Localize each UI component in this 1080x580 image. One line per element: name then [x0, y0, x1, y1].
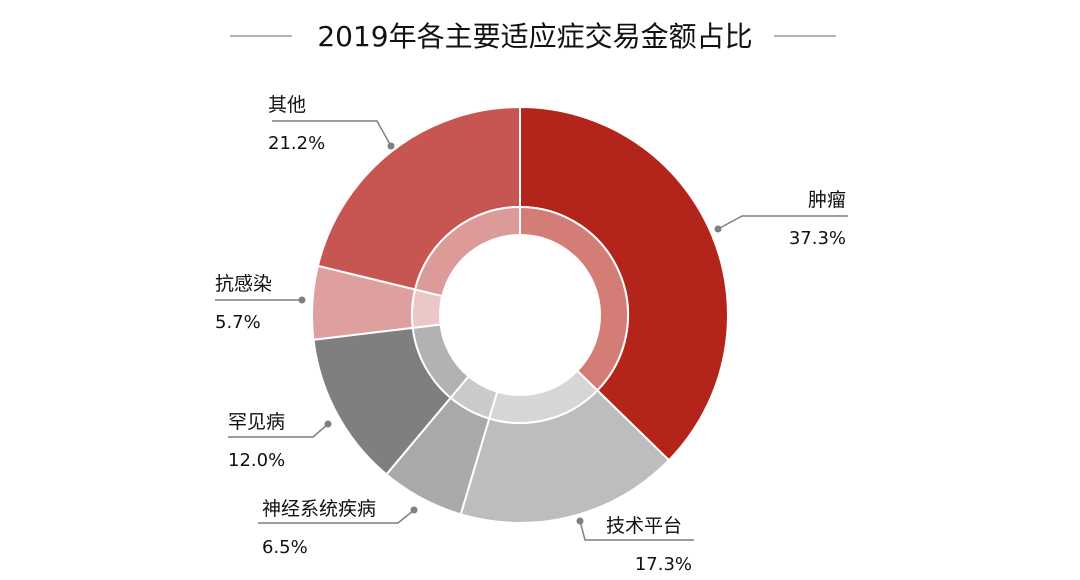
slices-group — [311, 105, 729, 524]
slice-2-value: 6.5% — [262, 537, 308, 558]
slice-1-label: 技术平台 — [606, 515, 682, 537]
chart-title: 2019年各主要适应症交易金额占比 — [317, 20, 752, 53]
slice-4-label: 抗感染 — [215, 273, 272, 295]
slice-5-label: 其他 — [268, 94, 306, 116]
slice-1-leader-line — [579, 520, 694, 541]
slice-4-leader-dot — [298, 296, 306, 304]
slice-0-label: 肿瘤 — [808, 189, 846, 211]
slice-2-label: 神经系统疾病 — [262, 498, 376, 520]
labels-group: 肿瘤 37.3% 技术平台 17.3% 神经系统疾病 6.5% 罕见病 12.0% 抗感染 5.7… — [215, 94, 848, 575]
slice-0-leader-line — [717, 215, 848, 230]
slice-1-leader-dot — [576, 517, 584, 525]
slice-5-leader-line — [272, 120, 392, 147]
slice-3-label: 罕见病 — [228, 411, 285, 433]
slice-2-leader-dot — [410, 506, 418, 514]
slice-5-inner — [413, 205, 521, 298]
slice-5-value: 21.2% — [268, 133, 325, 154]
slice-5-leader-dot — [387, 142, 395, 150]
slice-1-value: 17.3% — [635, 554, 692, 575]
slice-2-leader-line — [258, 509, 415, 524]
slice-0-leader-dot — [714, 225, 722, 233]
slice-0-value: 37.3% — [789, 228, 846, 249]
slice-3-leader-dot — [324, 420, 332, 428]
slice-4-value: 5.7% — [215, 312, 261, 333]
slice-3-value: 12.0% — [228, 450, 285, 471]
slice-5-outer — [316, 105, 521, 291]
slice-3-leader-line — [228, 423, 329, 438]
